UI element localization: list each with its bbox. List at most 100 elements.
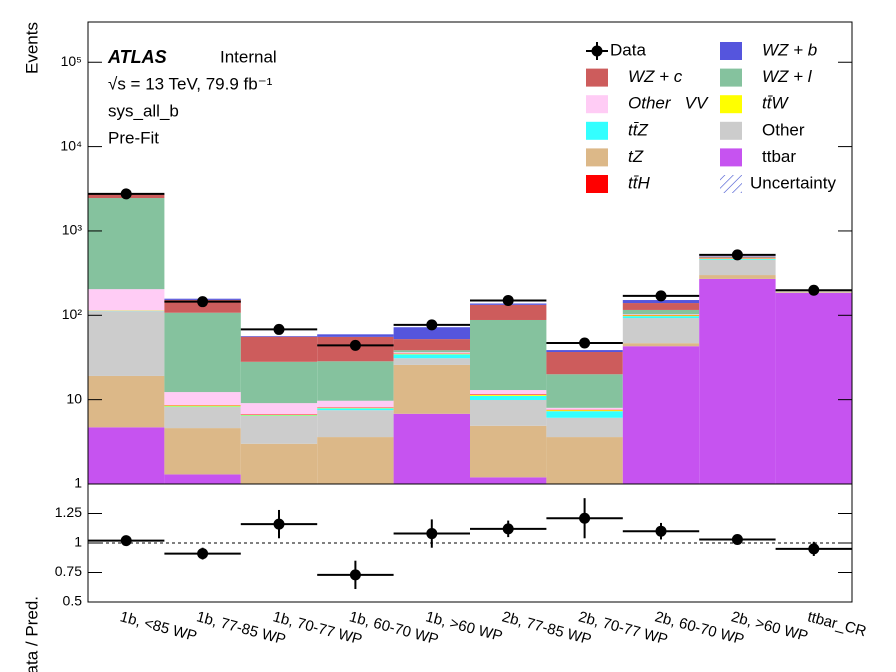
legend-label: WZ + c [628,67,683,86]
bar-segment [470,395,547,401]
bar-segment [622,309,700,315]
bar-segment [88,311,165,376]
legend-label: WZ + b [762,40,817,59]
bar-segment [470,394,547,395]
bar-segment [317,410,394,438]
bar-segment [164,406,241,429]
legend-swatch [720,68,742,87]
legend-swatch [720,148,742,167]
bar-segment [470,304,547,320]
bar-segment [546,407,623,410]
y-tick-label: 10 [66,390,82,406]
bar-segment [622,318,700,344]
bar-segment [164,428,241,475]
ratio-y-axis-label: Data / Pred. [22,596,41,672]
data-point [273,323,285,335]
ratio-point [349,569,361,581]
bar-segment [240,361,318,404]
y-tick-label: 10⁵ [61,53,82,69]
bar-segment [240,443,318,484]
legend-swatch [720,42,742,60]
data-point [502,294,514,306]
bar-segment [470,400,547,426]
bar-segment [470,394,547,396]
legend-swatch [720,175,742,193]
bar-segment [393,350,470,353]
data-point [197,296,209,308]
bar-segment [622,316,700,319]
bar-segment [317,400,394,408]
bar-segment [164,312,241,393]
bar-segment [393,364,470,414]
bar-segment [546,352,623,375]
bar-segment [317,408,394,411]
data-point [120,188,132,200]
bar-segment [88,427,165,484]
bar-segment [470,319,547,391]
legend-swatch [720,95,742,114]
bar-segment [546,374,623,408]
y-tick-label: 0.5 [63,593,83,609]
ratio-point [655,525,667,537]
bar-segment [622,315,700,317]
bar-segment [317,334,394,337]
data-point [731,249,743,261]
bar-segment [240,414,318,416]
bar-segment [393,353,470,355]
legend-swatch [586,68,608,87]
bar-segment [240,403,318,415]
experiment-label: ATLAS [107,47,167,67]
bar-segment [88,375,165,428]
bar-segment [393,413,470,484]
legend-label: tt̄W [762,94,789,113]
ratio-point [579,512,591,524]
data-point [426,319,438,331]
data-point [655,290,667,302]
bar-segment [164,392,241,406]
ratio-point [426,528,438,540]
bar-segment [470,477,547,484]
legend-label: tt̄Z [628,120,648,139]
legend-swatch [586,95,608,114]
legend-label: Other [762,120,805,139]
bar-segment [317,361,394,401]
bar-segment [699,259,776,276]
data-point [579,337,591,349]
ratio-point [731,533,743,545]
y-tick-label: 0.75 [55,563,82,579]
bar-segment [240,414,318,415]
bar-segment [393,327,470,340]
bar-segment [622,343,700,347]
y-axis-label: Events [22,22,41,74]
bar-segment [622,300,700,304]
bar-segment [393,339,470,351]
bars [88,193,852,484]
y-tick-label: 10² [62,306,83,322]
bar-segment [240,336,318,337]
bar-segment [470,425,547,478]
bar-segment [622,303,700,310]
bar-segment [546,350,623,353]
bar-segment [699,278,776,484]
bar-segment [546,411,623,418]
bar-segment [546,410,623,412]
legend-swatch [586,121,608,140]
legend-swatch [591,45,603,57]
legend-swatch [586,148,608,167]
legend-label: Data [610,40,646,59]
ratio-point [273,518,285,530]
legend-label: Uncertainty [750,173,836,192]
legend-swatch [720,121,742,140]
legend-label: ttbar [762,147,796,166]
stage-label: Pre-Fit [108,128,159,147]
data-point [808,284,820,296]
y-tick-label: 1.25 [55,504,82,520]
bar-segment [622,314,700,316]
bar-segment [88,198,165,290]
y-tick-label: 10⁴ [60,137,82,153]
bar-segment [88,289,165,311]
ratio-point [808,543,820,555]
bar-segment [470,390,547,395]
bar-segment [240,415,318,416]
y-tick-label: 1 [74,534,82,550]
